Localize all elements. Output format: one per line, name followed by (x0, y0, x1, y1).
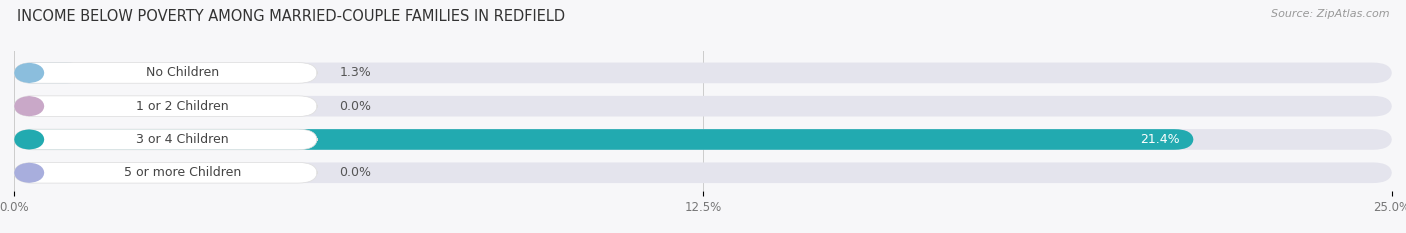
FancyBboxPatch shape (14, 129, 45, 150)
FancyBboxPatch shape (14, 96, 318, 116)
FancyBboxPatch shape (14, 63, 45, 83)
Text: 5 or more Children: 5 or more Children (124, 166, 240, 179)
Text: No Children: No Children (146, 66, 219, 79)
FancyBboxPatch shape (14, 63, 1392, 83)
Text: Source: ZipAtlas.com: Source: ZipAtlas.com (1271, 9, 1389, 19)
Text: 0.0%: 0.0% (339, 100, 371, 113)
FancyBboxPatch shape (14, 129, 318, 150)
Text: 21.4%: 21.4% (1140, 133, 1180, 146)
FancyBboxPatch shape (14, 162, 1392, 183)
FancyBboxPatch shape (14, 162, 318, 183)
Text: 0.0%: 0.0% (339, 166, 371, 179)
Text: 1.3%: 1.3% (339, 66, 371, 79)
FancyBboxPatch shape (14, 96, 1392, 116)
FancyBboxPatch shape (14, 63, 86, 83)
Text: INCOME BELOW POVERTY AMONG MARRIED-COUPLE FAMILIES IN REDFIELD: INCOME BELOW POVERTY AMONG MARRIED-COUPL… (17, 9, 565, 24)
FancyBboxPatch shape (14, 129, 1194, 150)
FancyBboxPatch shape (14, 162, 45, 183)
FancyBboxPatch shape (14, 96, 45, 116)
FancyBboxPatch shape (14, 63, 318, 83)
Text: 3 or 4 Children: 3 or 4 Children (136, 133, 228, 146)
Text: 1 or 2 Children: 1 or 2 Children (136, 100, 228, 113)
FancyBboxPatch shape (14, 129, 1392, 150)
